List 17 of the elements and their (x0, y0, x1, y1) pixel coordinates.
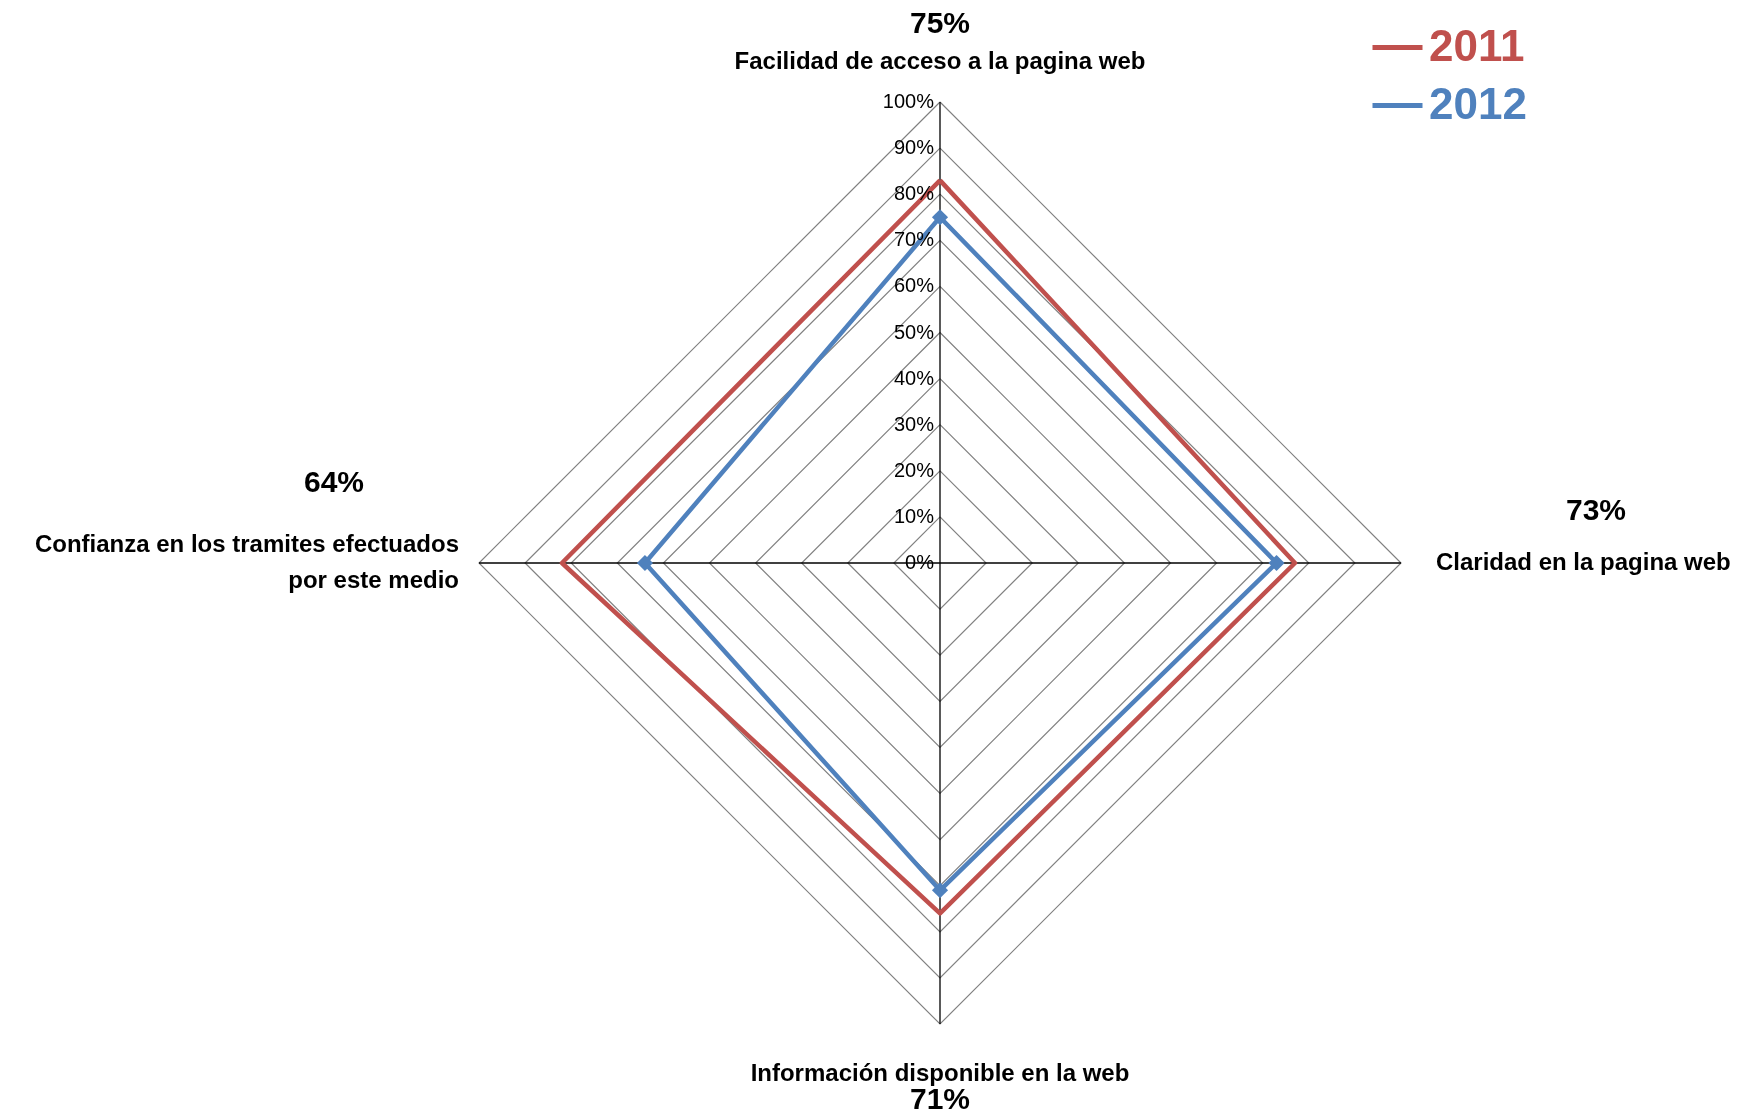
y-tick-label: 100% (882, 90, 935, 112)
y-tick-label: 20% (893, 458, 935, 481)
y-tick-label: 30% (893, 412, 935, 435)
spoke-label: Información disponible en la web (750, 1059, 1130, 1086)
text: 75% (909, 6, 971, 39)
y-tick-label: 50% (893, 320, 935, 343)
spoke-label: Facilidad de acceso a la pagina web (734, 47, 1146, 74)
y-tick-label: 10% (893, 504, 935, 527)
y-tick-label: 90% (893, 136, 935, 159)
legend-label: 2012 (1429, 78, 1527, 128)
spoke-label: Confianza en los tramites efectuados por este medio (34, 530, 459, 593)
spoke-label: Claridad en la pagina web (1436, 548, 1731, 575)
y-tick-label: 60% (893, 274, 935, 297)
text: 73% (1565, 493, 1627, 526)
y-tick-label: 40% (893, 366, 935, 389)
legend-label: 2011 (1429, 20, 1525, 70)
text: 64% (303, 465, 365, 498)
